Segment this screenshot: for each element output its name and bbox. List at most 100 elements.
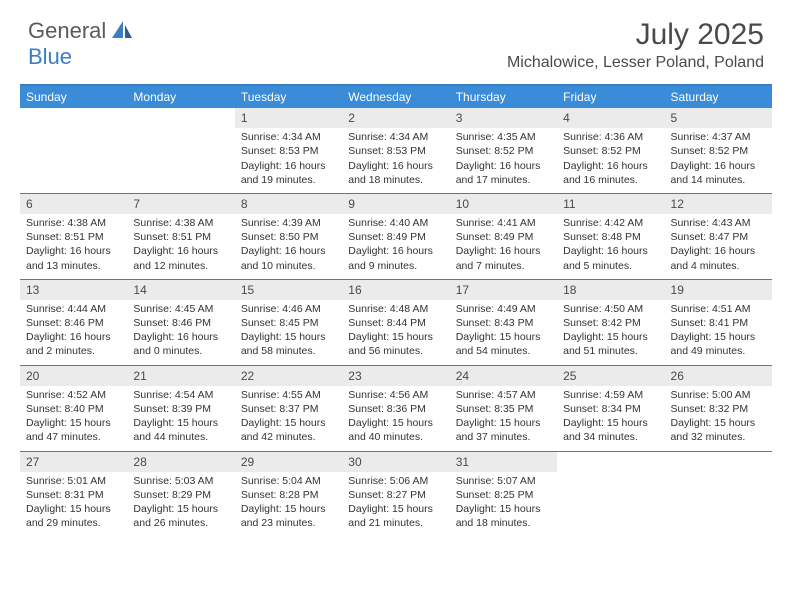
day-day1: Daylight: 16 hours [348,159,443,173]
day-sunrise: Sunrise: 4:36 AM [563,130,658,144]
day-cell: 27Sunrise: 5:01 AMSunset: 8:31 PMDayligh… [20,452,127,537]
day-body: Sunrise: 4:39 AMSunset: 8:50 PMDaylight:… [235,214,342,279]
day-body: Sunrise: 4:59 AMSunset: 8:34 PMDaylight:… [557,386,664,451]
day-body: Sunrise: 5:07 AMSunset: 8:25 PMDaylight:… [450,472,557,537]
day-cell: 13Sunrise: 4:44 AMSunset: 8:46 PMDayligh… [20,280,127,365]
day-body: Sunrise: 4:56 AMSunset: 8:36 PMDaylight:… [342,386,449,451]
day-sunrise: Sunrise: 4:35 AM [456,130,551,144]
day-sunset: Sunset: 8:27 PM [348,488,443,502]
day-day1: Daylight: 16 hours [671,159,766,173]
day-day2: and 58 minutes. [241,344,336,358]
day-sunrise: Sunrise: 4:55 AM [241,388,336,402]
weeks-container: 1Sunrise: 4:34 AMSunset: 8:53 PMDaylight… [20,108,772,536]
day-day2: and 19 minutes. [241,173,336,187]
day-body: Sunrise: 4:38 AMSunset: 8:51 PMDaylight:… [20,214,127,279]
day-day2: and 18 minutes. [456,516,551,530]
day-day2: and 40 minutes. [348,430,443,444]
day-sunset: Sunset: 8:36 PM [348,402,443,416]
day-sunset: Sunset: 8:53 PM [348,144,443,158]
day-sunset: Sunset: 8:52 PM [671,144,766,158]
day-number: 12 [665,194,772,214]
day-sunset: Sunset: 8:51 PM [26,230,121,244]
day-body: Sunrise: 4:40 AMSunset: 8:49 PMDaylight:… [342,214,449,279]
day-sunrise: Sunrise: 4:42 AM [563,216,658,230]
day-cell: 28Sunrise: 5:03 AMSunset: 8:29 PMDayligh… [127,452,234,537]
day-day1: Daylight: 16 hours [348,244,443,258]
day-cell: 7Sunrise: 4:38 AMSunset: 8:51 PMDaylight… [127,194,234,279]
day-day2: and 21 minutes. [348,516,443,530]
day-body: Sunrise: 4:46 AMSunset: 8:45 PMDaylight:… [235,300,342,365]
month-title: July 2025 [507,18,764,52]
day-day2: and 16 minutes. [563,173,658,187]
day-cell: 30Sunrise: 5:06 AMSunset: 8:27 PMDayligh… [342,452,449,537]
day-cell: 9Sunrise: 4:40 AMSunset: 8:49 PMDaylight… [342,194,449,279]
day-sunrise: Sunrise: 5:04 AM [241,474,336,488]
day-sunrise: Sunrise: 4:52 AM [26,388,121,402]
day-sunrise: Sunrise: 4:48 AM [348,302,443,316]
day-sunset: Sunset: 8:46 PM [133,316,228,330]
day-cell: 5Sunrise: 4:37 AMSunset: 8:52 PMDaylight… [665,108,772,193]
day-day2: and 13 minutes. [26,259,121,273]
day-day2: and 5 minutes. [563,259,658,273]
day-cell: 17Sunrise: 4:49 AMSunset: 8:43 PMDayligh… [450,280,557,365]
day-day1: Daylight: 15 hours [671,330,766,344]
day-day1: Daylight: 15 hours [671,416,766,430]
day-sunset: Sunset: 8:32 PM [671,402,766,416]
day-sunset: Sunset: 8:44 PM [348,316,443,330]
day-sunrise: Sunrise: 4:43 AM [671,216,766,230]
day-body: Sunrise: 4:48 AMSunset: 8:44 PMDaylight:… [342,300,449,365]
day-body: Sunrise: 5:03 AMSunset: 8:29 PMDaylight:… [127,472,234,537]
day-day2: and 47 minutes. [26,430,121,444]
day-day1: Daylight: 15 hours [456,416,551,430]
day-number: 8 [235,194,342,214]
day-cell: 11Sunrise: 4:42 AMSunset: 8:48 PMDayligh… [557,194,664,279]
day-number: 9 [342,194,449,214]
day-number: 10 [450,194,557,214]
day-cell: 6Sunrise: 4:38 AMSunset: 8:51 PMDaylight… [20,194,127,279]
day-sunrise: Sunrise: 5:01 AM [26,474,121,488]
day-cell: 24Sunrise: 4:57 AMSunset: 8:35 PMDayligh… [450,366,557,451]
day-number: 29 [235,452,342,472]
location-text: Michalowice, Lesser Poland, Poland [507,54,764,72]
day-day2: and 2 minutes. [26,344,121,358]
day-sunset: Sunset: 8:46 PM [26,316,121,330]
day-sunset: Sunset: 8:52 PM [563,144,658,158]
dow-friday: Friday [557,86,664,108]
day-sunset: Sunset: 8:31 PM [26,488,121,502]
day-cell: 26Sunrise: 5:00 AMSunset: 8:32 PMDayligh… [665,366,772,451]
day-body: Sunrise: 4:43 AMSunset: 8:47 PMDaylight:… [665,214,772,279]
day-day2: and 10 minutes. [241,259,336,273]
day-sunrise: Sunrise: 4:59 AM [563,388,658,402]
day-day1: Daylight: 15 hours [563,416,658,430]
day-number: 11 [557,194,664,214]
day-cell: 16Sunrise: 4:48 AMSunset: 8:44 PMDayligh… [342,280,449,365]
day-number: 14 [127,280,234,300]
day-number: 28 [127,452,234,472]
day-sunset: Sunset: 8:40 PM [26,402,121,416]
day-day2: and 17 minutes. [456,173,551,187]
day-body: Sunrise: 4:50 AMSunset: 8:42 PMDaylight:… [557,300,664,365]
day-body: Sunrise: 5:06 AMSunset: 8:27 PMDaylight:… [342,472,449,537]
logo: General [28,18,136,44]
day-sunset: Sunset: 8:51 PM [133,230,228,244]
day-day1: Daylight: 15 hours [26,502,121,516]
day-day1: Daylight: 15 hours [26,416,121,430]
day-sunrise: Sunrise: 5:03 AM [133,474,228,488]
day-cell: 1Sunrise: 4:34 AMSunset: 8:53 PMDaylight… [235,108,342,193]
day-day2: and 4 minutes. [671,259,766,273]
day-day1: Daylight: 15 hours [241,416,336,430]
day-body: Sunrise: 4:34 AMSunset: 8:53 PMDaylight:… [235,128,342,193]
day-sunrise: Sunrise: 4:46 AM [241,302,336,316]
day-sunset: Sunset: 8:41 PM [671,316,766,330]
day-day2: and 37 minutes. [456,430,551,444]
day-body: Sunrise: 4:41 AMSunset: 8:49 PMDaylight:… [450,214,557,279]
day-day1: Daylight: 16 hours [133,244,228,258]
day-cell: 3Sunrise: 4:35 AMSunset: 8:52 PMDaylight… [450,108,557,193]
day-number: 1 [235,108,342,128]
day-day1: Daylight: 15 hours [241,502,336,516]
day-sunset: Sunset: 8:53 PM [241,144,336,158]
day-sunrise: Sunrise: 4:50 AM [563,302,658,316]
day-cell: 12Sunrise: 4:43 AMSunset: 8:47 PMDayligh… [665,194,772,279]
day-day1: Daylight: 15 hours [348,330,443,344]
day-day2: and 56 minutes. [348,344,443,358]
